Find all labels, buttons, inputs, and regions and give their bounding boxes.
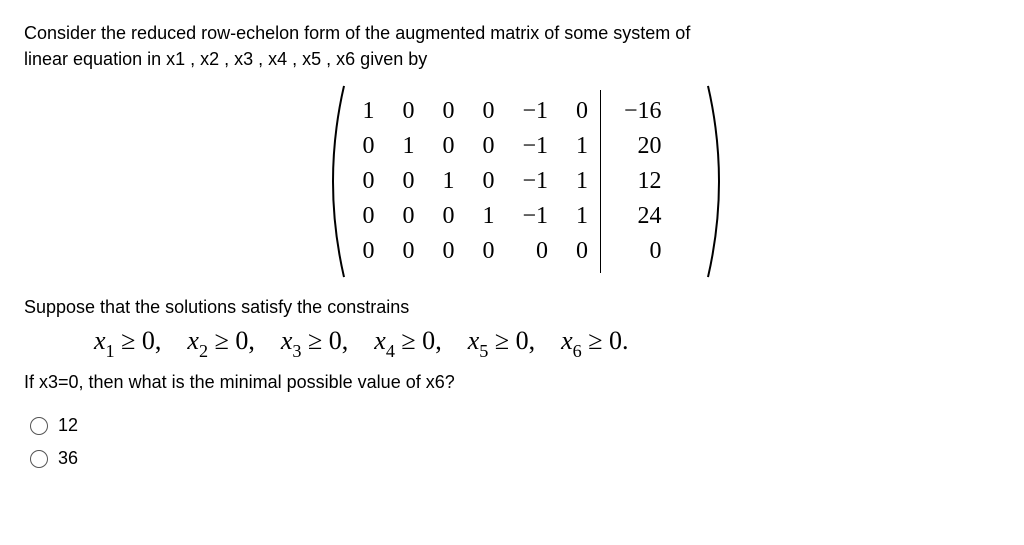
matrix-cell: −1: [508, 94, 562, 129]
option-label: 12: [58, 415, 78, 436]
matrix-cell: 0: [468, 129, 508, 164]
constraint-term: x5 ≥ 0: [468, 326, 529, 355]
augmented-matrix: 1000−10−160100−11200010−11120001−1124000…: [326, 84, 697, 279]
matrix-cell: 0: [562, 94, 602, 129]
matrix-cell: 1: [562, 129, 602, 164]
matrix-cell: 0: [428, 129, 468, 164]
intro-line-2: linear equation in x1 , x2 , x3 , x4 , x…: [24, 49, 427, 69]
answer-option[interactable]: 36: [30, 448, 994, 469]
constraint-term: x6 ≥ 0: [561, 326, 622, 355]
matrix-cell: 0: [388, 94, 428, 129]
radio-icon[interactable]: [30, 450, 48, 468]
matrix-cell: 24: [602, 199, 676, 234]
matrix-cell: 0: [602, 234, 676, 269]
matrix-cell: 0: [428, 234, 468, 269]
radio-icon[interactable]: [30, 417, 48, 435]
matrix-cell: −1: [508, 129, 562, 164]
matrix-cell: 1: [388, 129, 428, 164]
matrix-row: 0100−1120: [348, 129, 675, 164]
matrix-cell: 0: [388, 199, 428, 234]
constraint-term: x4 ≥ 0: [374, 326, 435, 355]
matrix-cell: 0: [388, 164, 428, 199]
constraint-term: x2 ≥ 0: [187, 326, 248, 355]
matrix-cell: 1: [468, 199, 508, 234]
matrix-cell: 1: [562, 164, 602, 199]
augmentation-bar: [600, 90, 601, 273]
matrix-cell: 0: [468, 234, 508, 269]
right-paren-icon: [704, 84, 734, 279]
matrix-cell: 0: [508, 234, 562, 269]
matrix-cell: 12: [602, 164, 676, 199]
matrix-row: 0001−1124: [348, 199, 675, 234]
matrix-cell: 0: [348, 199, 388, 234]
constraint-term: x3 ≥ 0: [281, 326, 342, 355]
matrix-cell: 0: [348, 164, 388, 199]
matrix-cell: 0: [428, 94, 468, 129]
matrix-cell: 1: [348, 94, 388, 129]
matrix-cell: 1: [428, 164, 468, 199]
matrix-cell: 20: [602, 129, 676, 164]
matrix-cell: 0: [388, 234, 428, 269]
answer-option[interactable]: 12: [30, 415, 994, 436]
matrix-container: 1000−10−160100−11200010−11120001−1124000…: [24, 84, 1000, 279]
matrix-cell: 0: [428, 199, 468, 234]
matrix-cell: −16: [602, 94, 676, 129]
left-paren-icon: [318, 84, 348, 279]
constraint-term: x1 ≥ 0: [94, 326, 155, 355]
option-label: 36: [58, 448, 78, 469]
matrix-cell: 0: [348, 129, 388, 164]
matrix-cell: −1: [508, 199, 562, 234]
intro-line-1: Consider the reduced row-echelon form of…: [24, 23, 690, 43]
constraints-line: x1 ≥ 0, x2 ≥ 0, x3 ≥ 0, x4 ≥ 0, x5 ≥ 0, …: [94, 326, 1000, 360]
followup-question: If x3=0, then what is the minimal possib…: [24, 372, 1000, 393]
matrix-cell: 1: [562, 199, 602, 234]
matrix-cell: 0: [468, 164, 508, 199]
matrix-row: 0010−1112: [348, 164, 675, 199]
matrix-cell: 0: [562, 234, 602, 269]
matrix-cell: −1: [508, 164, 562, 199]
suppose-text: Suppose that the solutions satisfy the c…: [24, 297, 1000, 318]
matrix-cell: 0: [348, 234, 388, 269]
matrix-row: 1000−10−16: [348, 94, 675, 129]
intro-text: Consider the reduced row-echelon form of…: [24, 20, 1000, 72]
options-list: 12 36: [24, 415, 1000, 469]
matrix-cell: 0: [468, 94, 508, 129]
matrix-row: 0000000: [348, 234, 675, 269]
